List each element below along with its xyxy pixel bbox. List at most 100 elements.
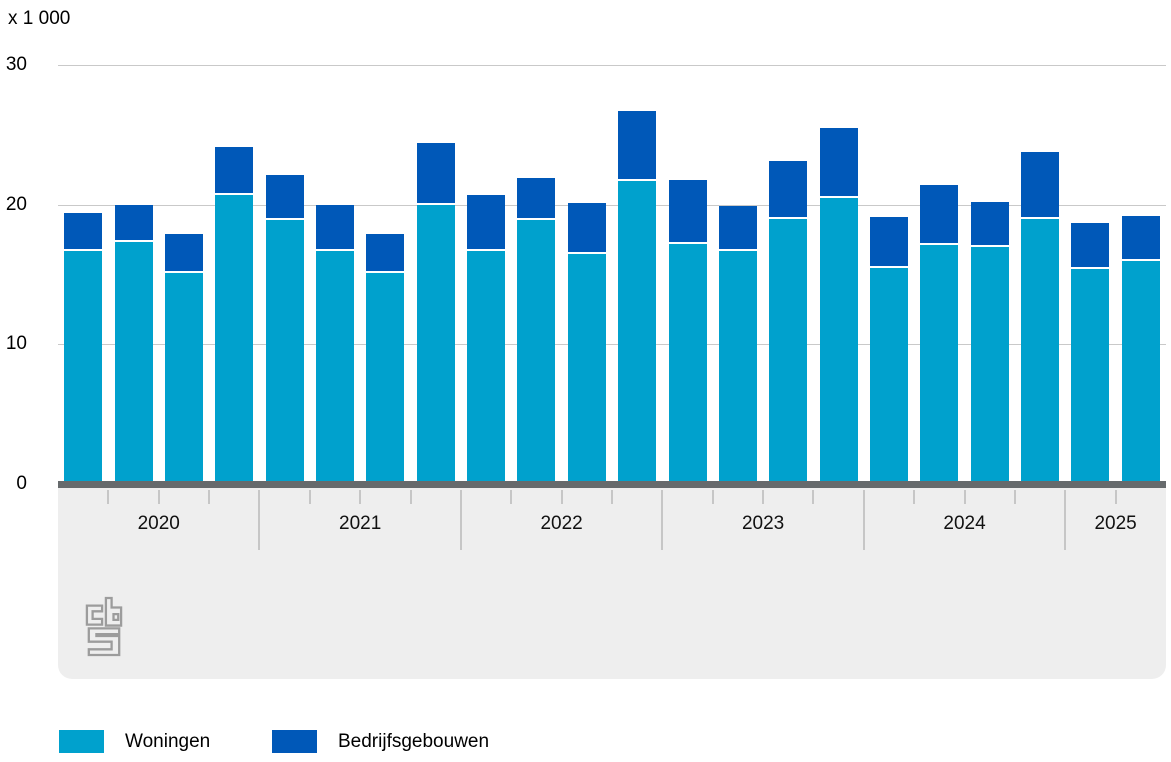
bedrijfsgebouwen-segment[interactable] [416, 143, 455, 205]
legend-swatch-bedrijfsgebouwen[interactable] [272, 730, 317, 753]
quarter-tick [963, 490, 966, 504]
quarter-tick [913, 490, 916, 504]
woningen-segment[interactable] [668, 244, 707, 484]
y-tick-label-30: 30 [5, 54, 27, 75]
woningen-segment[interactable] [819, 198, 858, 484]
bedrijfsgebouwen-segment[interactable] [819, 128, 858, 198]
x-axis-footer-strip: 2020 2021 2022 2023 2024 2025 [58, 488, 1166, 679]
bar-2024-Q2[interactable] [920, 185, 959, 484]
woningen-segment[interactable] [265, 220, 304, 484]
quarter-tick [208, 490, 211, 504]
x-axis-year-label-2020: 2020 [137, 513, 180, 534]
woningen-segment[interactable] [517, 220, 556, 484]
bedrijfsgebouwen-segment[interactable] [467, 195, 506, 251]
bedrijfsgebouwen-segment[interactable] [668, 180, 707, 244]
bar-2024-Q4[interactable] [1021, 152, 1060, 484]
quarter-tick [711, 490, 714, 504]
quarter-tick [157, 490, 160, 504]
bedrijfsgebouwen-segment[interactable] [1021, 152, 1060, 219]
woningen-segment[interactable] [920, 245, 959, 484]
bedrijfsgebouwen-segment[interactable] [114, 205, 153, 242]
x-axis-year-label-2025: 2025 [1094, 513, 1137, 534]
quarter-tick [107, 490, 110, 504]
bedrijfsgebouwen-segment[interactable] [64, 213, 103, 251]
woningen-segment[interactable] [114, 242, 153, 484]
bar-2023-Q3[interactable] [769, 161, 808, 484]
woningen-segment[interactable] [1121, 261, 1160, 484]
bedrijfsgebouwen-segment[interactable] [1121, 216, 1160, 261]
bedrijfsgebouwen-segment[interactable] [718, 206, 757, 251]
cbs-logo-b [104, 596, 123, 627]
bar-2021-Q1[interactable] [265, 175, 304, 484]
cbs-logo [85, 596, 123, 657]
bar-2022-Q2[interactable] [517, 178, 556, 484]
cbs-logo-s [87, 627, 121, 657]
quarter-tick [812, 490, 815, 504]
woningen-segment[interactable] [769, 219, 808, 484]
bar-2025-Q2[interactable] [1121, 216, 1160, 484]
bar-2023-Q1[interactable] [668, 180, 707, 484]
bar-2021-Q4[interactable] [416, 143, 455, 484]
y-tick-label-10: 10 [5, 333, 27, 355]
bar-2020-Q1[interactable] [64, 213, 103, 484]
quarter-tick [308, 490, 311, 504]
bedrijfsgebouwen-segment[interactable] [870, 217, 908, 268]
bedrijfsgebouwen-segment[interactable] [215, 147, 254, 195]
bar-2021-Q3[interactable] [366, 234, 405, 484]
y-tick-label-20: 20 [5, 193, 27, 215]
bedrijfsgebouwen-segment[interactable] [618, 111, 657, 181]
bar-2025-Q1[interactable] [1071, 223, 1110, 484]
legend-label-woningen[interactable]: Woningen [125, 731, 211, 752]
woningen-segment[interactable] [215, 195, 254, 484]
x-axis-baseline [58, 481, 1166, 488]
quarter-tick [510, 490, 513, 504]
bedrijfsgebouwen-segment[interactable] [366, 234, 405, 273]
woningen-segment[interactable] [64, 251, 103, 484]
cbs-logo-c [85, 604, 104, 626]
legend-swatch-woningen[interactable] [59, 730, 104, 753]
bar-2020-Q4[interactable] [215, 147, 254, 484]
woningen-segment[interactable] [970, 247, 1009, 484]
woningen-segment[interactable] [1021, 219, 1060, 484]
woningen-segment[interactable] [1071, 269, 1110, 484]
bar-2020-Q3[interactable] [164, 234, 203, 484]
bedrijfsgebouwen-segment[interactable] [567, 203, 606, 254]
woningen-segment[interactable] [316, 251, 354, 484]
woningen-segment[interactable] [467, 251, 506, 484]
bar-2023-Q4[interactable] [819, 128, 858, 484]
woningen-segment[interactable] [366, 273, 405, 484]
woningen-segment[interactable] [870, 268, 908, 484]
bar-2024-Q3[interactable] [970, 202, 1009, 484]
bedrijfsgebouwen-segment[interactable] [316, 205, 354, 251]
bar-2020-Q2[interactable] [114, 205, 153, 484]
bar-2022-Q1[interactable] [467, 195, 506, 484]
y-axis-unit-label: x 1 000 [8, 8, 71, 29]
bar-2023-Q2[interactable] [718, 206, 757, 484]
bedrijfsgebouwen-segment[interactable] [769, 161, 808, 219]
bedrijfsgebouwen-segment[interactable] [164, 234, 203, 273]
x-axis-year-label-2024: 2024 [943, 513, 986, 534]
bar-2024-Q1[interactable] [870, 217, 908, 484]
bedrijfsgebouwen-segment[interactable] [517, 178, 556, 220]
bedrijfsgebouwen-segment[interactable] [920, 185, 959, 245]
quarter-tick [611, 490, 613, 504]
bar-2022-Q3[interactable] [567, 203, 606, 484]
woningen-segment[interactable] [164, 273, 203, 484]
quarter-tick [359, 490, 362, 504]
bar-2021-Q2[interactable] [316, 205, 354, 484]
woningen-segment[interactable] [718, 251, 757, 484]
bedrijfsgebouwen-segment[interactable] [265, 175, 304, 220]
bar-2022-Q4[interactable] [618, 111, 657, 484]
x-axis-year-label-2023: 2023 [741, 513, 785, 534]
quarter-tick [409, 490, 412, 504]
woningen-segment[interactable] [567, 254, 606, 484]
quarter-tick [1114, 490, 1117, 504]
bedrijfsgebouwen-segment[interactable] [970, 202, 1009, 247]
gridline-10 [58, 344, 1166, 346]
legend-label-bedrijfsgebouwen[interactable]: Bedrijfsgebouwen [338, 731, 490, 752]
woningen-segment[interactable] [416, 205, 455, 484]
woningen-segment[interactable] [618, 181, 657, 484]
x-axis-year-label-2022: 2022 [540, 513, 583, 534]
bedrijfsgebouwen-segment[interactable] [1071, 223, 1110, 269]
